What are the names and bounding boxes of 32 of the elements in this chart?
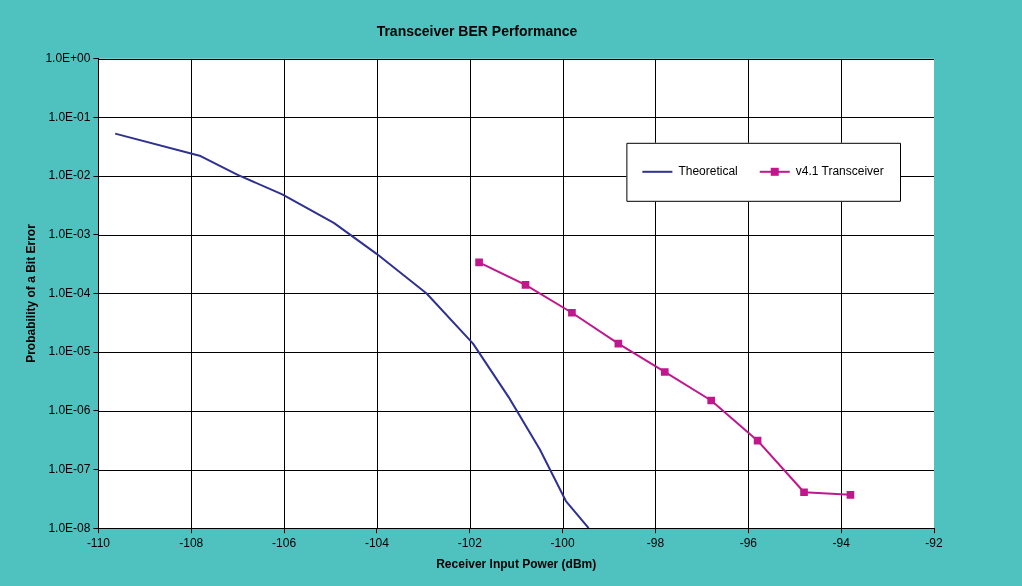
point: [521, 281, 530, 289]
x-tick-label: -110: [86, 535, 111, 550]
y-axis-title: Probability of a Bit Error: [23, 223, 38, 363]
y-tick-label: 1.0E-08: [48, 520, 91, 535]
y-tick-label: 1.0E-06: [48, 403, 91, 418]
y-tick-label: 1.0E-03: [48, 227, 91, 242]
x-axis-title: Receiver Input Power (dBm): [436, 557, 597, 572]
x-tick-label: -94: [832, 535, 851, 550]
y-tick-label: 1.0E-01: [48, 109, 91, 124]
x-tick-label: -96: [739, 535, 758, 550]
y-tick-label: 1.0E+00: [45, 51, 91, 66]
x-tick-label: -104: [364, 535, 390, 550]
y-tick-label: 1.0E-05: [48, 344, 91, 359]
point: [707, 396, 716, 405]
point: [800, 488, 808, 497]
point: [660, 368, 669, 376]
legend-label: v4.1 Transceiver: [795, 164, 884, 179]
y-tick-label: 1.0E-02: [48, 168, 91, 183]
point: [475, 258, 483, 267]
x-tick-label: -102: [457, 535, 483, 550]
x-tick-label: -92: [925, 535, 943, 550]
x-tick-label: -106: [272, 535, 297, 550]
point: [568, 308, 576, 317]
y-tick-label: 1.0E-04: [48, 285, 91, 300]
x-tick-label: -100: [550, 535, 575, 550]
x-tick-label: -98: [646, 535, 665, 550]
chart-title: Transceiver BER Performance: [376, 23, 578, 40]
y-tick-label: 1.0E-07: [48, 461, 91, 476]
point: [753, 436, 762, 445]
point: [846, 491, 855, 499]
legend-label: Theoretical: [678, 164, 738, 179]
x-tick-label: -108: [179, 535, 204, 550]
